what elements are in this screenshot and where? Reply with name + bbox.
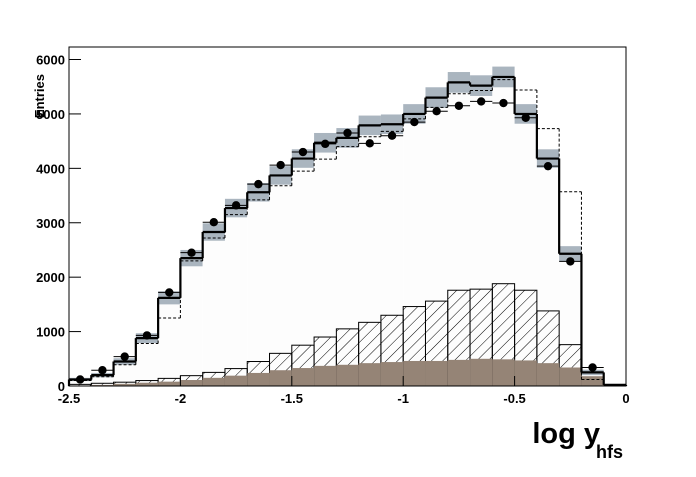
- bar: [158, 381, 181, 386]
- bar: [581, 376, 604, 386]
- bar: [224, 375, 248, 386]
- bar-fill: [113, 361, 136, 386]
- bar: [113, 383, 136, 386]
- frame: [68, 46, 627, 387]
- y-tick-label: 0: [58, 379, 65, 394]
- data-point: [543, 161, 553, 171]
- data-point: [499, 98, 508, 108]
- data-point: [120, 352, 129, 361]
- bar-fill: [358, 125, 381, 387]
- bar: [358, 363, 381, 386]
- x-axis-label: log y: [532, 418, 600, 450]
- bar-fill: [269, 175, 292, 386]
- bar-fill: [202, 232, 225, 386]
- data-point: [365, 139, 374, 148]
- data-point: [187, 248, 196, 257]
- data-point: [298, 147, 308, 157]
- data-point: [454, 101, 464, 110]
- bar: [492, 359, 515, 386]
- bar: [269, 370, 292, 386]
- bar: [180, 380, 203, 386]
- bar: [202, 377, 225, 386]
- bar-fill: [247, 192, 270, 386]
- bar-fill: [135, 338, 159, 386]
- x-tick-label: -0.5: [503, 391, 525, 406]
- data-point: [476, 97, 486, 106]
- y-axis-label: Entries: [32, 74, 47, 118]
- x-tick-label: 0: [622, 391, 629, 406]
- data-point: [410, 117, 419, 127]
- bar: [336, 364, 359, 386]
- y-tick-label: 4000: [36, 161, 65, 176]
- x-axis-label-subscript: hfs: [596, 442, 623, 462]
- data-point: [165, 288, 174, 297]
- bar: [425, 360, 448, 386]
- y-tick-label: 2000: [36, 270, 65, 285]
- x-tick-label: -1: [397, 391, 409, 406]
- bar: [536, 363, 560, 386]
- data-point: [276, 160, 285, 170]
- data-point: [566, 257, 575, 266]
- bar: [447, 359, 471, 386]
- data-point: [75, 375, 85, 384]
- data-point: [588, 363, 597, 372]
- data-point: [98, 366, 107, 375]
- bar-fill: [91, 375, 114, 386]
- bar: [247, 372, 270, 386]
- bar: [514, 360, 537, 386]
- bar-fill: [336, 137, 359, 386]
- data-point: [432, 107, 441, 116]
- data-point: [231, 201, 241, 210]
- data-point: [254, 179, 263, 189]
- data-point: [387, 131, 397, 140]
- bar: [291, 368, 315, 386]
- bar: [91, 384, 114, 386]
- bar: [470, 358, 493, 386]
- x-tick-label: -1.5: [281, 391, 303, 406]
- bar-fill: [158, 297, 181, 386]
- y-tick-label: 5000: [36, 107, 65, 122]
- bar-fill: [291, 158, 315, 386]
- x-tick-label: -2: [175, 391, 187, 406]
- data-point: [343, 128, 352, 138]
- data-point: [521, 113, 530, 122]
- y-tick-label: 3000: [36, 216, 65, 231]
- bar-fill: [224, 208, 248, 386]
- y-tick-label: 1000: [36, 325, 65, 340]
- bar-fill: [180, 258, 203, 386]
- bar: [314, 365, 337, 386]
- data-point: [209, 218, 219, 227]
- y-tick-label: 6000: [36, 53, 65, 68]
- bar: [380, 362, 404, 386]
- bar-fill: [314, 142, 337, 386]
- x-tick-label: -2.5: [58, 391, 80, 406]
- bar: [135, 382, 159, 386]
- bar: [559, 367, 582, 386]
- data-point: [321, 139, 330, 149]
- data-point: [142, 331, 152, 340]
- bar: [403, 360, 426, 386]
